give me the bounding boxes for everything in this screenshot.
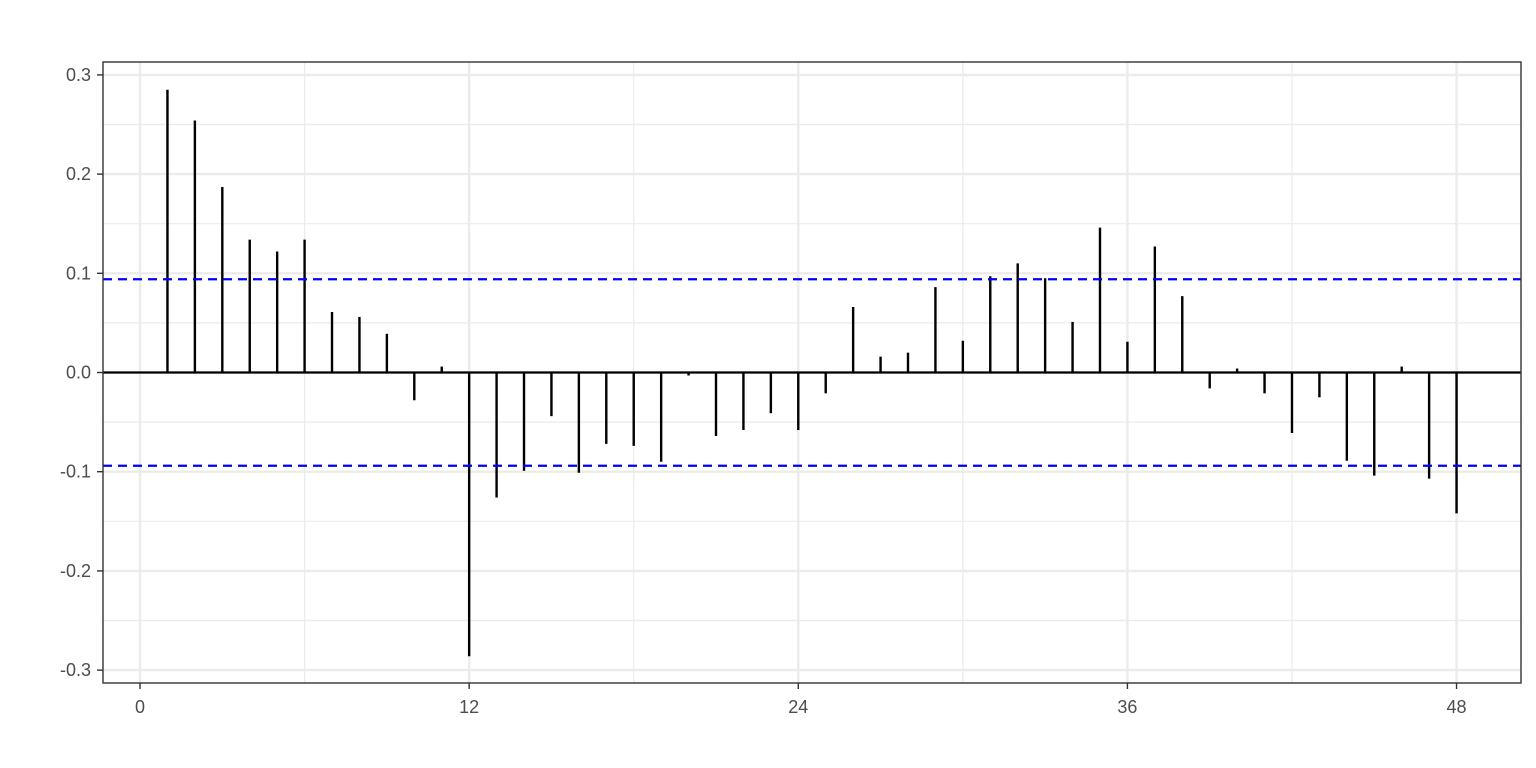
y-tick-label: -0.3 <box>60 660 91 680</box>
y-axis-tick-labels: -0.3 -0.2 -0.1 0.0 0.1 0.2 0.3 <box>60 65 91 680</box>
y-tick-label: 0.1 <box>66 263 91 283</box>
confidence-bounds <box>103 278 1521 467</box>
x-tick-label: 0 <box>135 697 145 717</box>
x-tick-label: 48 <box>1447 697 1467 717</box>
axis-ticks <box>97 74 1458 689</box>
x-tick-label: 24 <box>788 697 808 717</box>
acf-bars <box>166 89 1458 657</box>
minor-gridlines <box>103 62 1521 683</box>
y-tick-label: -0.2 <box>60 561 91 581</box>
y-tick-label: 0.3 <box>66 65 91 85</box>
y-tick-label: -0.1 <box>60 462 91 482</box>
y-tick-label: 0.2 <box>66 164 91 184</box>
x-tick-label: 12 <box>459 697 479 717</box>
y-tick-label: 0.0 <box>66 363 91 383</box>
x-axis-tick-labels: 0 12 24 36 48 <box>135 697 1467 717</box>
x-tick-label: 36 <box>1117 697 1137 717</box>
